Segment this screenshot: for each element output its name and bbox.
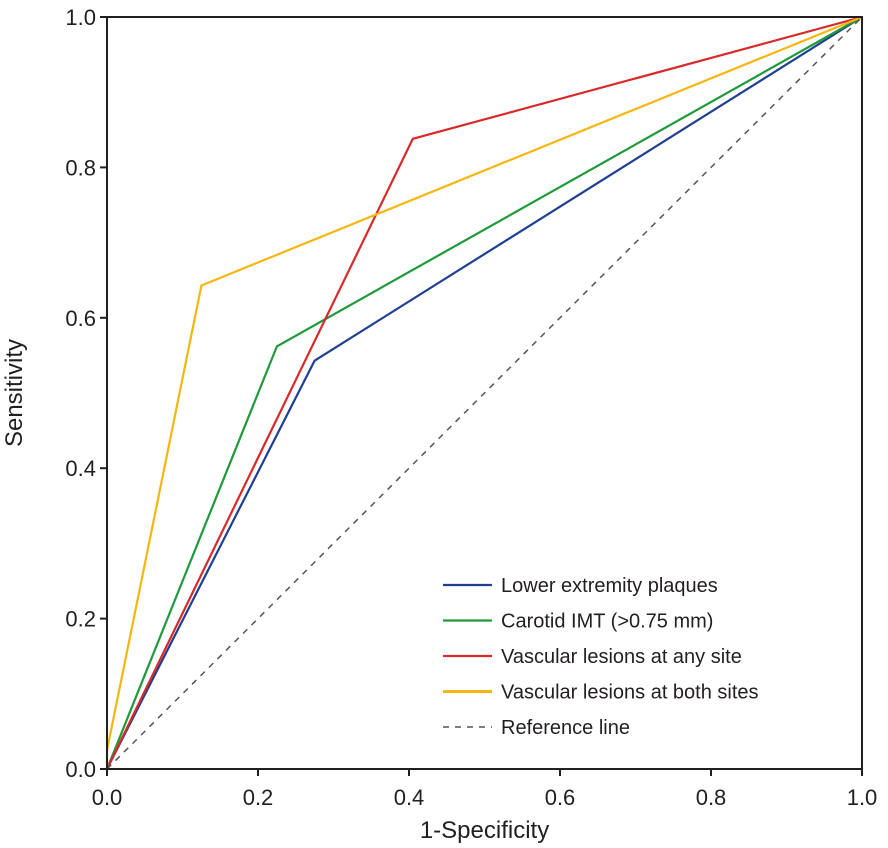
legend-label: Reference line (501, 717, 630, 739)
x-tick-label: 0.6 (545, 785, 576, 810)
legend-label: Carotid IMT (>0.75 mm) (501, 611, 713, 633)
x-tick-label: 0.0 (92, 785, 123, 810)
legend-label: Vascular lesions at both sites (501, 682, 759, 704)
y-tick-label: 0.4 (65, 456, 96, 481)
y-tick-label: 0.6 (65, 306, 96, 331)
plot-area-frame (106, 16, 863, 770)
axis-ticks: 0.0 0.2 0.4 0.6 0.8 1.0 0.0 0.2 0.4 0.6 0.8 1.0 (65, 5, 877, 810)
legend: Lower extremity plaques Carotid IMT (>0.7… (443, 575, 759, 739)
x-axis-title: 1-Specificity (420, 817, 549, 844)
y-tick-label: 0.0 (65, 757, 96, 782)
series-line-lower-extremity-plaques (106, 16, 863, 770)
y-tick-label: 0.2 (65, 607, 96, 632)
x-tick-label: 0.4 (394, 785, 425, 810)
series-line-reference-line (106, 16, 863, 770)
y-tick-label: 0.8 (65, 155, 96, 180)
legend-label: Lower extremity plaques (501, 575, 718, 597)
series-line-carotid-imt-0-75-mm (105, 16, 863, 770)
x-tick-label: 0.8 (696, 785, 727, 810)
series-line-vascular-lesions-at-any-site (106, 15, 863, 770)
legend-label: Vascular lesions at any site (501, 646, 742, 668)
y-tick-label: 1.0 (65, 5, 96, 30)
y-axis-title: Sensitivity (1, 339, 28, 447)
x-tick-label: 1.0 (847, 785, 878, 810)
x-tick-label: 0.2 (243, 785, 274, 810)
